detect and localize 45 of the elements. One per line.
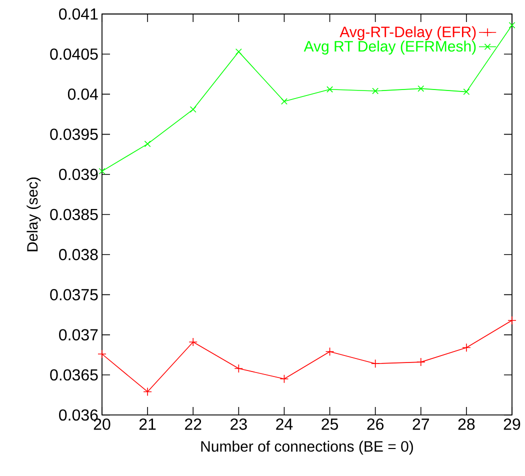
y-tick-label: 0.0395 (50, 128, 98, 140)
point (463, 88, 470, 96)
point (235, 48, 242, 55)
y-tick-label: 0.0365 (50, 369, 98, 381)
x-tick-label: 26 (367, 418, 384, 430)
y-tick-label: 0.039 (59, 168, 98, 180)
point (98, 350, 106, 358)
x-tick-label: 23 (230, 418, 247, 430)
x-tick-label: 29 (504, 418, 520, 430)
point (372, 88, 379, 94)
y-tick-label: 0.0385 (50, 208, 98, 220)
point (325, 347, 334, 356)
point (508, 22, 516, 28)
x-tick-label: 27 (412, 418, 429, 430)
y-tick-label: 0.0405 (50, 48, 98, 60)
x-axis-title: Number of connections (BE = 0) (201, 440, 413, 455)
y-tick-label: 0.037 (59, 329, 98, 340)
x-tick-label: 22 (185, 418, 202, 430)
point (370, 359, 380, 368)
x-tick-label: 24 (276, 418, 293, 430)
point (280, 98, 288, 105)
point (508, 316, 516, 325)
point (416, 358, 426, 366)
point (144, 140, 151, 148)
legend-label: Avg-RT-Delay (EFR) (340, 26, 476, 40)
point (234, 364, 244, 373)
point (462, 343, 471, 352)
y-tick-label: 0.038 (59, 248, 98, 260)
point (326, 86, 334, 93)
legend-label: Avg RT Delay (EFRMesh) (304, 40, 476, 55)
y-tick-label: 0.041 (59, 8, 98, 20)
y-axis-title: Delay (sec) (26, 178, 41, 252)
y-tick-label: 0.036 (59, 409, 98, 421)
y-tick-label: 0.04 (68, 88, 98, 100)
point (280, 374, 289, 384)
point (188, 338, 198, 346)
y-tick-label: 0.0375 (50, 289, 98, 300)
x-tick-label: 28 (458, 418, 475, 430)
point (418, 85, 424, 92)
point (143, 387, 152, 396)
x-tick-label: 25 (322, 418, 338, 430)
point (98, 168, 106, 174)
x-tick-label: 20 (94, 418, 110, 430)
x-tick-label: 21 (139, 418, 156, 430)
point (190, 106, 196, 113)
